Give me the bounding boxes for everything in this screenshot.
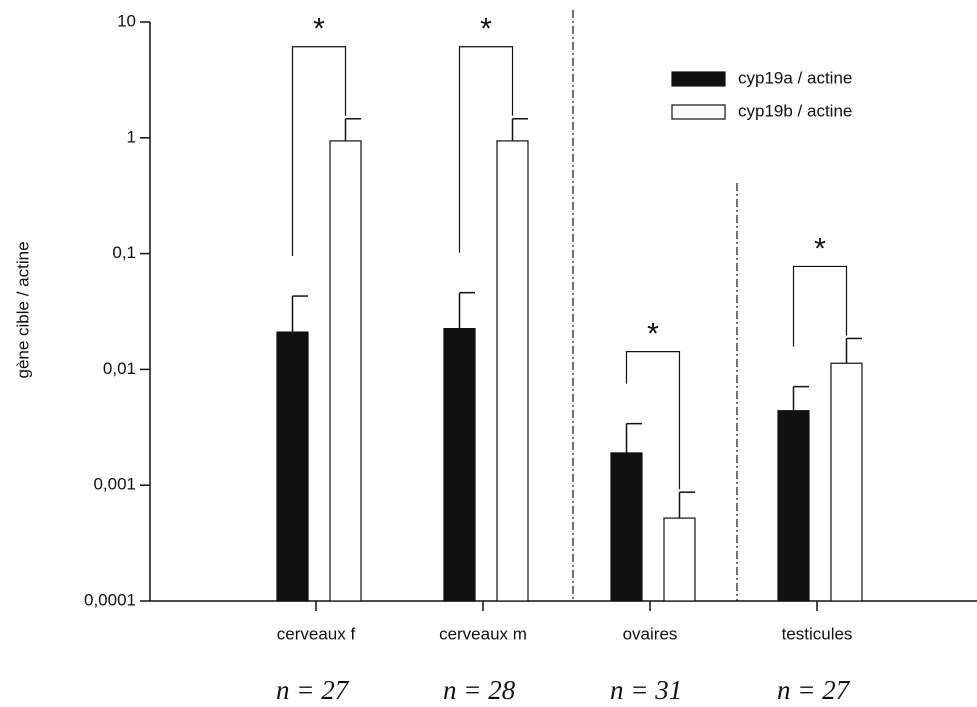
legend-swatch (671, 71, 726, 87)
x-tick-label: cerveaux m (439, 624, 527, 643)
y-tick-label: 10 (117, 11, 136, 30)
sample-size: n = 31 (610, 675, 682, 705)
significance-bracket (625, 351, 681, 490)
y-tick-label: 0,01 (103, 359, 136, 378)
significance: * (480, 13, 492, 46)
y-tick-label: 1 (127, 127, 136, 146)
x-tick-label: cerveaux f (277, 624, 356, 643)
bar (610, 452, 643, 602)
y-tick-label: 0,0001 (84, 590, 136, 609)
bar (830, 362, 863, 602)
x-tick-label: testicules (782, 624, 853, 643)
sample-size: n = 28 (443, 675, 516, 705)
significance: * (814, 232, 826, 265)
significance-bracket (458, 46, 514, 253)
legend-label: cyp19a / actine (738, 68, 852, 87)
sample-size: n = 27 (777, 675, 851, 705)
sample-size: n = 27 (276, 675, 350, 705)
bar (777, 410, 810, 602)
significance-bracket (291, 46, 347, 257)
x-tick-label: ovaires (623, 624, 678, 643)
bar (276, 331, 309, 602)
legend-swatch (671, 104, 726, 120)
bar (663, 517, 696, 602)
bar (443, 328, 476, 602)
y-tick-label: 0,1 (112, 243, 136, 262)
significance: * (313, 13, 325, 46)
y-tick-label: 0,001 (93, 475, 136, 494)
y-axis-label: gène cible / actine (13, 241, 32, 378)
bar (329, 140, 362, 602)
significance-bracket (792, 265, 848, 347)
bar (496, 140, 529, 602)
legend-label: cyp19b / actine (738, 101, 852, 120)
significance: * (647, 318, 659, 351)
